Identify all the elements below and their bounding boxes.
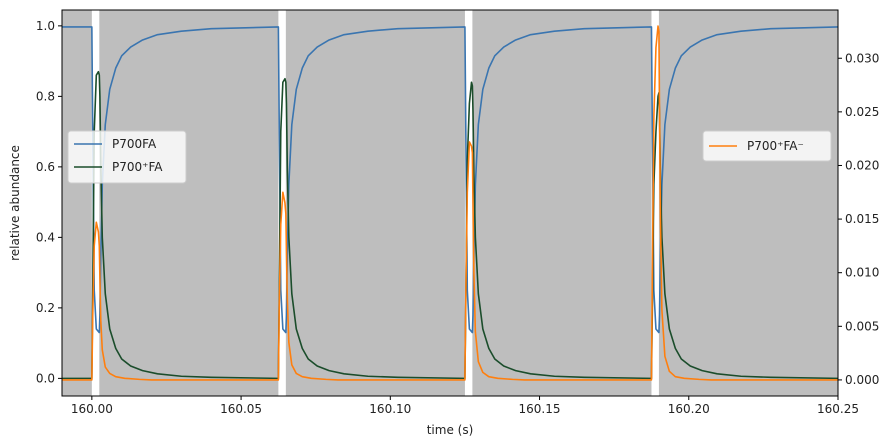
background-shading [62, 10, 838, 396]
legend-right-box [702, 130, 832, 162]
plot-frame [61, 9, 839, 397]
y-left-tick-label: 0.8 [36, 89, 55, 103]
series-line-p700fa [62, 26, 839, 334]
x-tick-label: 160.20 [668, 402, 710, 416]
y-right-tick-label: 0.020 [845, 158, 879, 172]
dark-interval-4 [658, 10, 838, 396]
series-lines [62, 25, 839, 381]
y-left-tick-label: 0.6 [36, 160, 55, 174]
y-right-tick-label: 0.010 [845, 266, 879, 280]
y-left-tick-label: 0.4 [36, 230, 55, 244]
x-tick-label: 160.00 [71, 402, 113, 416]
y-left-tick-label: 1.0 [36, 19, 55, 33]
y-axis-title-left: relative abundance [8, 145, 22, 261]
x-axis-title: time (s) [427, 423, 474, 437]
series-line-p700plusfaminus [62, 25, 838, 381]
y-left-tick-label: 0.0 [36, 371, 55, 385]
legend-label-p700plus-fa: P700⁺FA [112, 160, 163, 174]
y-right-tick-label: 0.030 [845, 51, 879, 65]
y-left-tick-label: 0.2 [36, 301, 55, 315]
y-right-tick-label: 0.000 [845, 373, 879, 387]
legend-right: P700⁺FA⁻ [702, 130, 832, 162]
legend-label-p700fa: P700FA [112, 137, 157, 151]
y-right-tick-label: 0.015 [845, 212, 879, 226]
legend-label-p700plus-fa-minus: P700⁺FA⁻ [747, 139, 804, 153]
y-right-tick-label: 0.005 [845, 319, 879, 333]
x-tick-label: 160.15 [519, 402, 561, 416]
right-y-axis-ticks: 0.000 0.005 0.010 0.015 0.020 0.025 0.030 [838, 51, 879, 387]
left-y-axis-ticks: 0.0 0.2 0.4 0.6 0.8 1.0 [36, 19, 62, 385]
dark-interval-1 [99, 10, 279, 396]
x-tick-label: 160.10 [369, 402, 411, 416]
dark-interval-2 [285, 10, 465, 396]
x-tick-label: 160.05 [220, 402, 262, 416]
x-tick-label: 160.25 [817, 402, 859, 416]
x-axis-ticks: 160.00 160.05 160.10 160.15 160.20 160.25 [71, 396, 859, 416]
legend-left: P700FA P700⁺FA [67, 130, 187, 184]
y-right-tick-label: 0.025 [845, 105, 879, 119]
dark-interval-3 [472, 10, 652, 396]
dark-interval-0 [62, 10, 92, 396]
